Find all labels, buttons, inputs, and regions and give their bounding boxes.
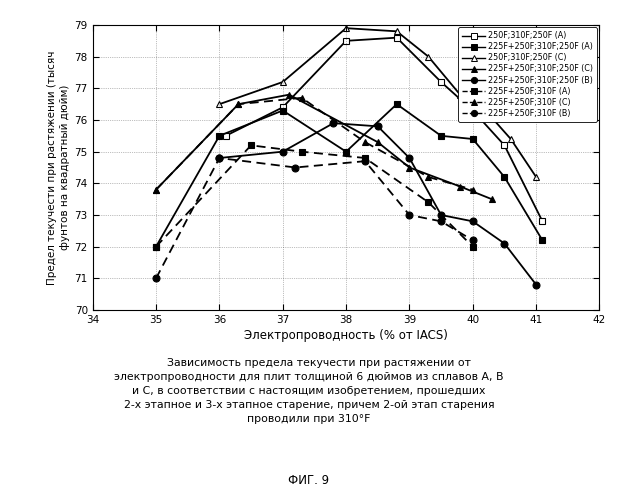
- X-axis label: Электропроводность (% от IACS): Электропроводность (% от IACS): [244, 329, 448, 342]
- Text: Зависимость предела текучести при растяжении от
электропроводности для плит толщ: Зависимость предела текучести при растяж…: [114, 358, 504, 424]
- Text: ФИГ. 9: ФИГ. 9: [289, 474, 329, 488]
- Legend: 250F;310F;250F (A), 225F+250F;310F;250F (A), 250F;310F;250F (C), 225F+250F;310F;: 250F;310F;250F (A), 225F+250F;310F;250F …: [458, 28, 597, 122]
- Y-axis label: Предел текучести при растяжении (тысяч
фунтов на квадратный дюйм): Предел текучести при растяжении (тысяч ф…: [47, 50, 70, 284]
